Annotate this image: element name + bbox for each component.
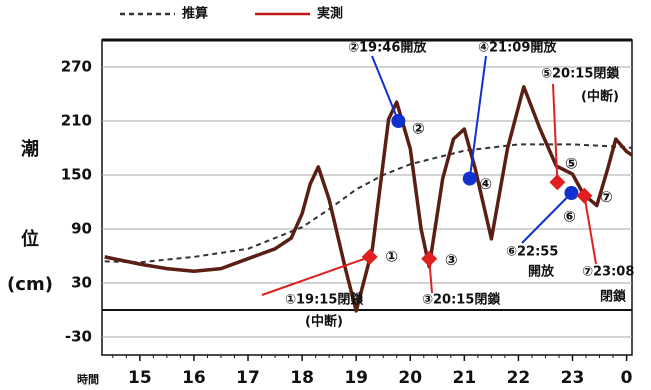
callout-label: ⑤20:15閉鎖 [541, 66, 620, 82]
x-tick-label: 19 [344, 368, 368, 388]
callout-line [468, 55, 487, 179]
y-label: (cm) [7, 274, 53, 295]
legend-label: 推算 [182, 6, 208, 22]
event-tag: ⑤ [565, 155, 578, 173]
event-marker [549, 174, 566, 191]
x-tick-label: 23 [561, 368, 585, 388]
callout-line [583, 195, 597, 265]
event-tag: ① [385, 247, 398, 265]
callout-label: ②19:46開放 [348, 40, 427, 56]
callout-sublabel: 開放 [528, 264, 555, 280]
event-marker [462, 171, 477, 186]
x-tick-label: 21 [453, 368, 477, 388]
event-marker [361, 248, 378, 265]
y-tick-label: -30 [65, 328, 92, 346]
callout-label: ①19:15閉鎖 [285, 292, 364, 308]
callout-label: ⑦23:08 [582, 265, 634, 280]
event-marker [421, 250, 438, 267]
x-tick-label: 22 [507, 368, 531, 388]
y-tick-label: 210 [61, 112, 92, 130]
event-marker [391, 114, 406, 128]
x-tick-label: 18 [290, 368, 314, 388]
event-tag: ④ [479, 175, 492, 193]
x-tick-label: 0 [621, 368, 633, 388]
callout-line [261, 255, 371, 296]
x-tick-label: 17 [236, 368, 260, 388]
y-tick-label: 270 [61, 58, 92, 76]
event-tag: ⑦ [600, 188, 613, 206]
callout-sublabel: (中断) [305, 314, 343, 330]
event-marker [564, 186, 579, 200]
x-label: 時間 [77, 372, 99, 386]
callout-line [371, 55, 400, 122]
event-tag: ② [412, 120, 425, 138]
event-tag: ⑥ [563, 208, 576, 226]
callout-sublabel: (中断) [581, 89, 619, 105]
event-tag: ③ [445, 251, 458, 269]
x-tick-label: 20 [398, 368, 422, 388]
callout-label: ④21:09開放 [478, 40, 557, 56]
y-label: 位 [21, 228, 39, 250]
x-tick-label: 16 [182, 368, 206, 388]
y-label: 潮 [21, 139, 39, 160]
legend-label: 実測 [317, 6, 343, 22]
callout-line [552, 83, 559, 183]
y-tick-label: 30 [71, 274, 92, 292]
y-tick-label: 90 [71, 220, 92, 238]
event-marker [576, 187, 593, 204]
callout-sublabel: 閉鎖 [600, 289, 627, 305]
callout-line [521, 192, 573, 244]
callout-label: ⑥22:55 [506, 245, 558, 260]
x-tick-label: 15 [128, 368, 152, 388]
series-line [104, 143, 633, 264]
y-tick-label: 150 [61, 166, 92, 184]
callout-label: ③20:15閉鎖 [422, 292, 501, 308]
series-line [104, 85, 633, 313]
